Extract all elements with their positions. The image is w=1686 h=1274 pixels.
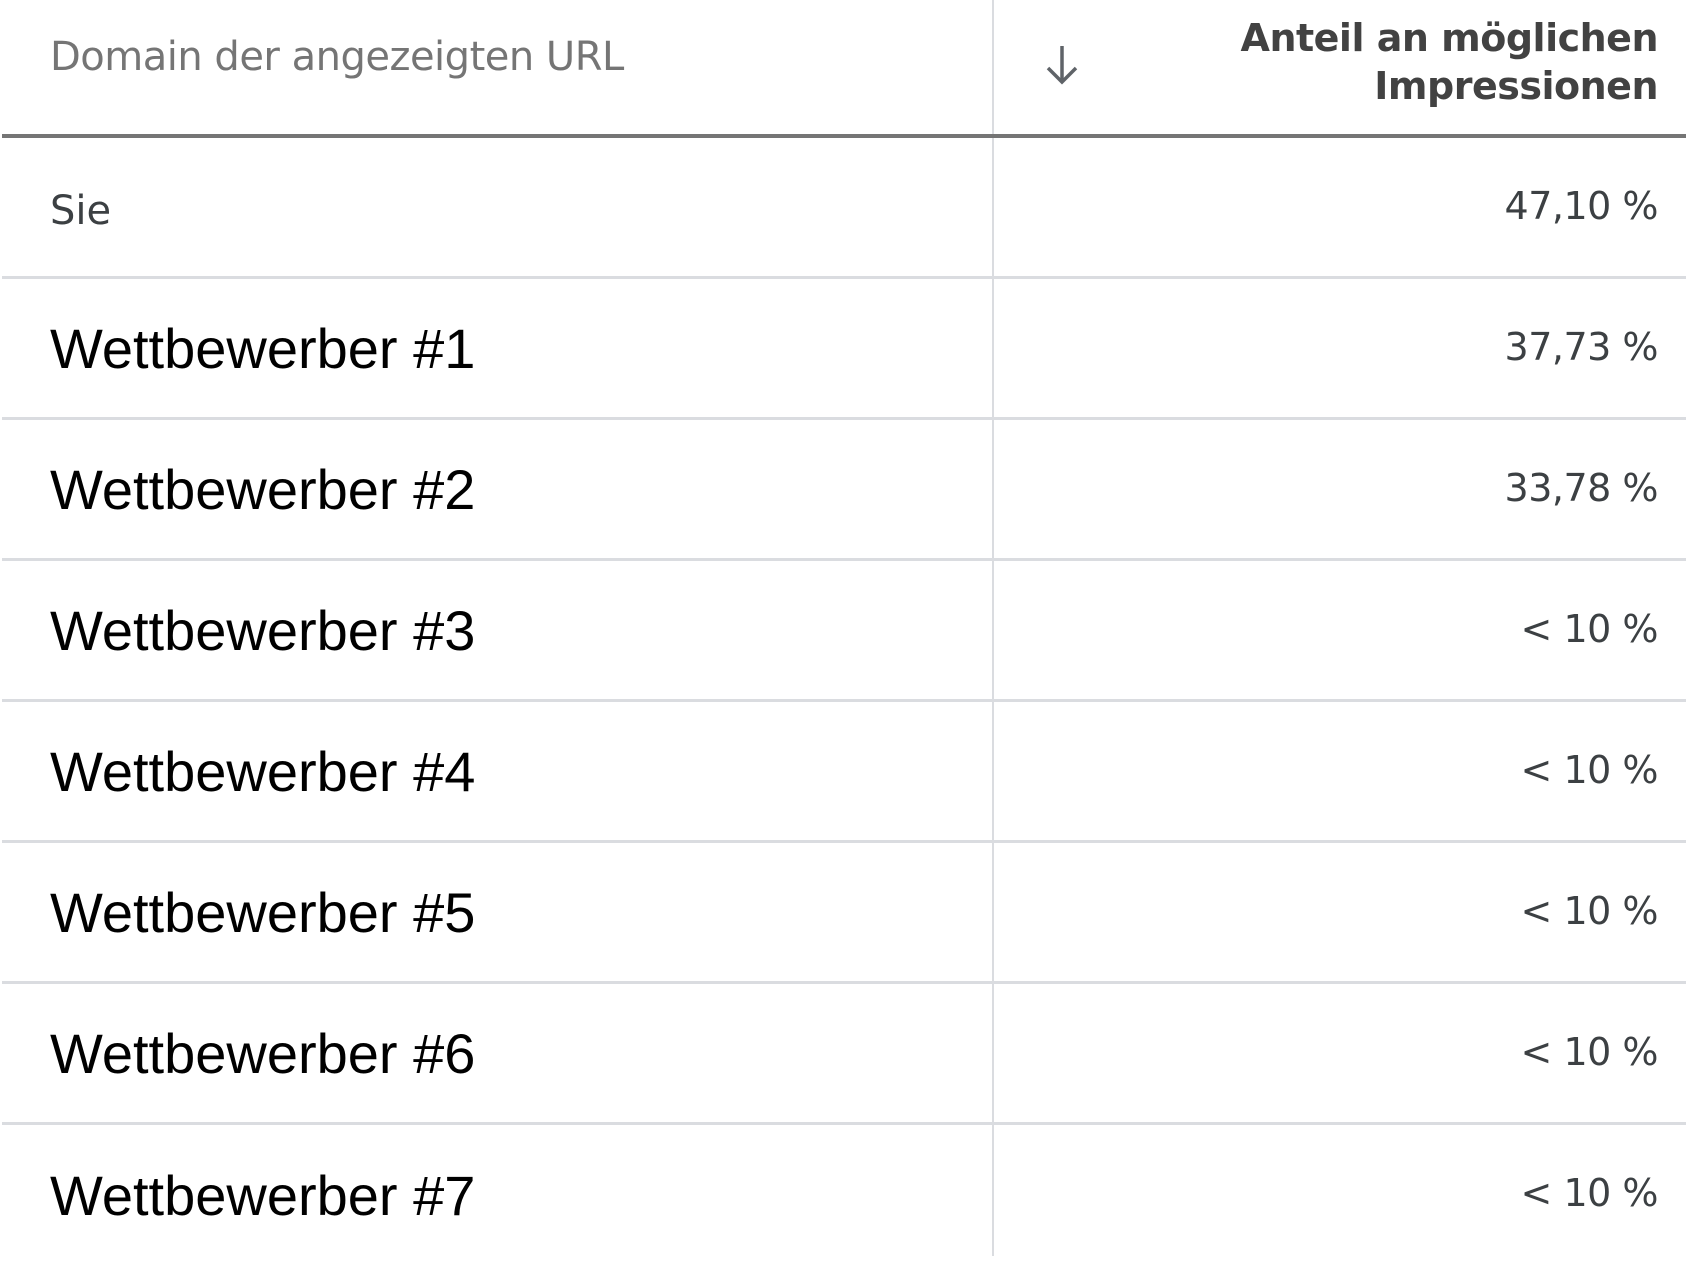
row-impression-share: 47,10 % (1504, 184, 1659, 228)
column-divider (992, 0, 994, 1256)
table-row: Wettbewerber #6 < 10 % (2, 984, 1686, 1125)
table-row: Wettbewerber #4 < 10 % (2, 702, 1686, 843)
column-header-impression-share-line2: Impressionen (1374, 64, 1658, 108)
table-row: Wettbewerber #7 < 10 % (2, 1125, 1686, 1266)
table-row: Wettbewerber #2 33,78 % (2, 420, 1686, 561)
row-domain: Sie (50, 188, 112, 234)
column-header-domain[interactable]: Domain der angezeigten URL (50, 34, 624, 80)
row-impression-share: 33,78 % (1504, 466, 1659, 510)
row-domain: Wettbewerber #6 (50, 1021, 476, 1085)
arrow-down-icon[interactable] (1042, 42, 1082, 88)
row-domain: Wettbewerber #3 (50, 598, 476, 662)
row-impression-share: < 10 % (1520, 889, 1659, 933)
column-header-impression-share-line1: Anteil an möglichen (1240, 16, 1659, 60)
row-domain: Wettbewerber #4 (50, 739, 476, 803)
table-row: Wettbewerber #5 < 10 % (2, 843, 1686, 984)
table-row: Sie 47,10 % (2, 138, 1686, 279)
table-row: Wettbewerber #3 < 10 % (2, 561, 1686, 702)
row-impression-share: < 10 % (1520, 1030, 1659, 1074)
row-domain: Wettbewerber #2 (50, 457, 476, 521)
column-header-impression-share[interactable]: Anteil an möglichen Impressionen (1240, 14, 1659, 110)
table-header: Domain der angezeigten URL Anteil an mög… (2, 0, 1686, 138)
table-row: Wettbewerber #1 37,73 % (2, 279, 1686, 420)
row-domain: Wettbewerber #7 (50, 1164, 476, 1227)
row-impression-share: < 10 % (1520, 1171, 1659, 1215)
row-impression-share: < 10 % (1520, 748, 1659, 792)
row-domain: Wettbewerber #5 (50, 880, 476, 944)
row-impression-share: < 10 % (1520, 607, 1659, 651)
row-impression-share: 37,73 % (1504, 325, 1659, 369)
row-domain: Wettbewerber #1 (50, 316, 476, 380)
